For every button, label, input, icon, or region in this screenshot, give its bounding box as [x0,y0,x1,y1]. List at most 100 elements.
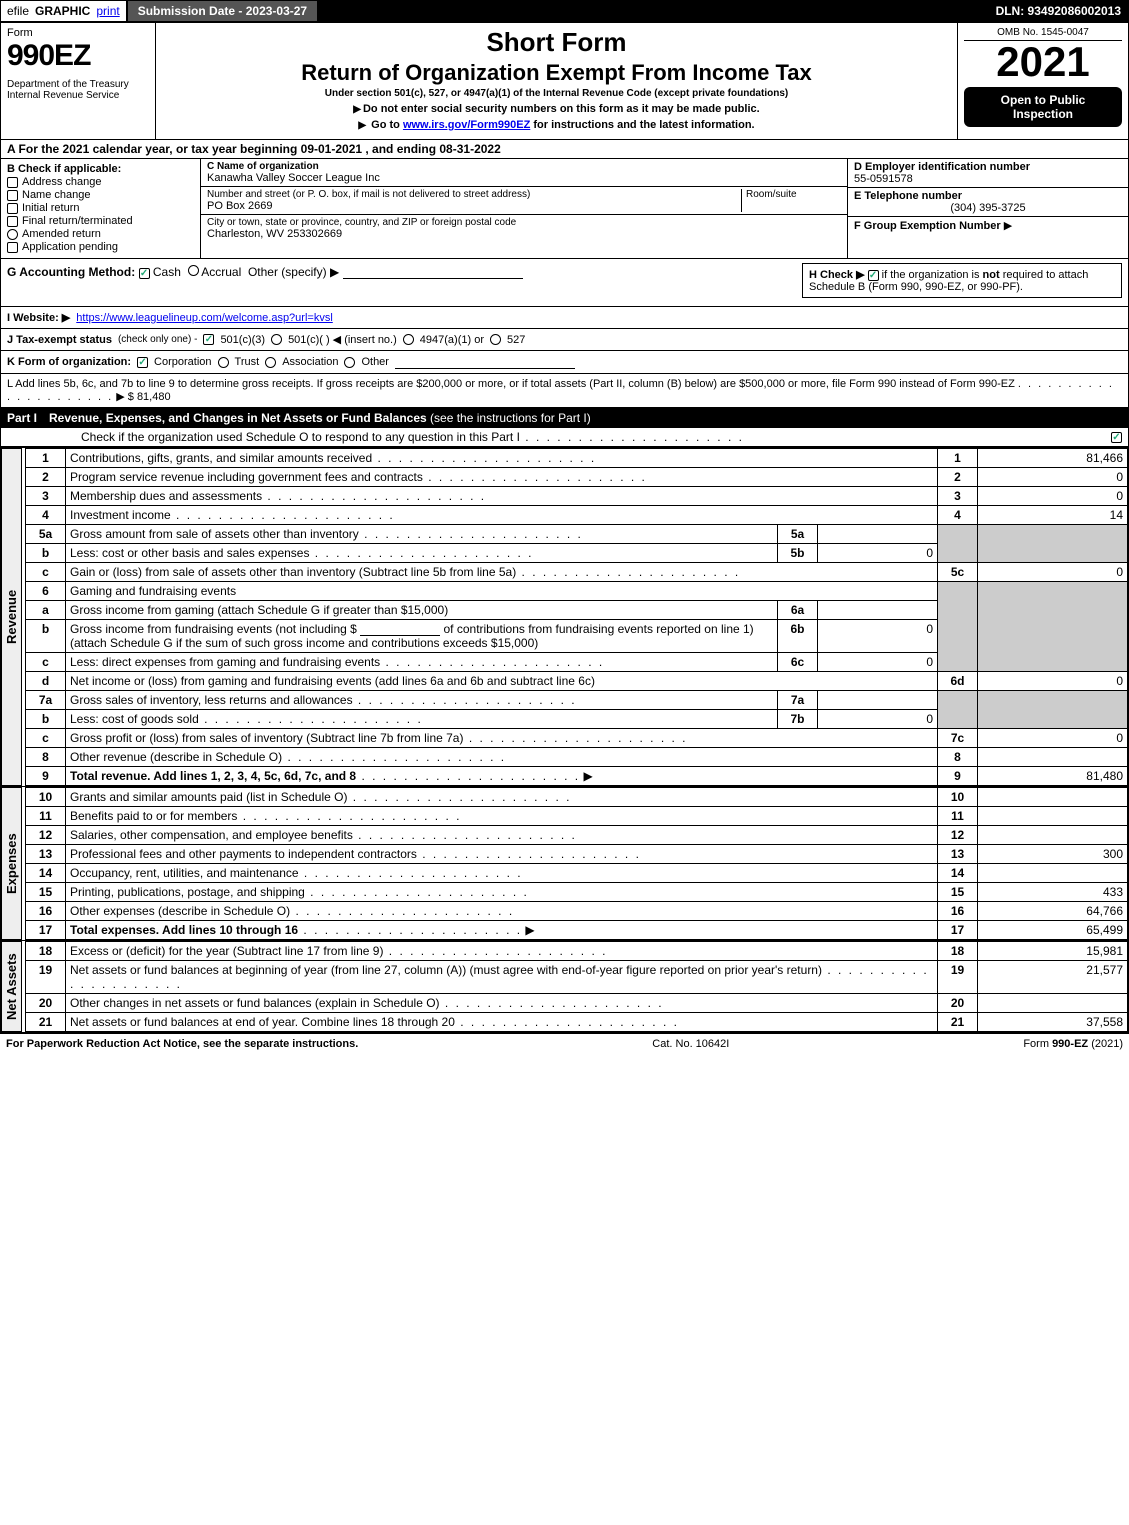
section-b: B Check if applicable: Address change Na… [1,159,201,258]
section-gh: H Check ▶ if the organization is not req… [1,258,1128,306]
submission-date: Submission Date - 2023-03-27 [127,0,318,22]
chk-final-return[interactable]: Final return/terminated [7,215,194,227]
part-1-checkline: Check if the organization used Schedule … [1,428,1128,447]
section-f: F Group Exemption Number ▶ [848,217,1128,234]
chk-other-org[interactable] [344,357,355,368]
expenses-vlabel: Expenses [1,787,22,940]
line-21: 21Net assets or fund balances at end of … [26,1013,1128,1032]
chk-4947[interactable] [403,334,414,345]
chk-address-change[interactable]: Address change [7,176,194,188]
org-name-row: C Name of organization Kanawha Valley So… [201,159,847,187]
arrow-icon: ▶ [1004,220,1012,232]
goto-instruction: Go to www.irs.gov/Form990EZ for instruct… [162,119,951,131]
chk-label: Name change [22,189,91,201]
short-form-title: Short Form [162,27,951,58]
line-15: 15Printing, publications, postage, and s… [26,883,1128,902]
part-1-check-text: Check if the organization used Schedule … [81,430,744,444]
footer-right: Form 990-EZ (2021) [1023,1038,1123,1050]
chk-501c3[interactable] [203,334,214,345]
phone-label: E Telephone number [854,190,1122,202]
chk-schedule-o[interactable] [1111,432,1122,443]
section-bcdef: B Check if applicable: Address change Na… [1,158,1128,258]
chk-trust[interactable] [218,357,229,368]
h-not: not [983,269,1000,281]
revenue-vlabel: Revenue [1,448,22,786]
dln-label: DLN: 93492086002013 [988,0,1129,22]
part-1-title: Revenue, Expenses, and Changes in Net As… [49,411,427,425]
j-label: J Tax-exempt status [7,334,112,346]
netassets-table: 18Excess or (deficit) for the year (Subt… [25,941,1128,1032]
chk-label: Initial return [22,202,79,214]
chk-527[interactable] [490,334,501,345]
irs-link[interactable]: www.irs.gov/Form990EZ [403,119,530,131]
efile-label: efile [7,4,29,18]
line-12: 12Salaries, other compensation, and empl… [26,826,1128,845]
line-7a: 7aGross sales of inventory, less returns… [26,691,1128,710]
street-row: Number and street (or P. O. box, if mail… [201,187,847,215]
chk-cash[interactable] [139,268,150,279]
chk-label: Final return/terminated [22,215,133,227]
dept-label: Department of the Treasury Internal Reve… [7,79,149,101]
line-3: 3Membership dues and assessments30 [26,487,1128,506]
line-4: 4Investment income414 [26,506,1128,525]
chk-schedule-b[interactable] [868,270,879,281]
revenue-table: 1Contributions, gifts, grants, and simil… [25,448,1128,786]
trust-label: Trust [235,356,260,368]
line-6d: dNet income or (loss) from gaming and fu… [26,672,1128,691]
section-h: H Check ▶ if the organization is not req… [802,263,1122,298]
chk-501c[interactable] [271,334,282,345]
line-8: 8Other revenue (describe in Schedule O)8 [26,748,1128,767]
section-e: E Telephone number (304) 395-3725 [848,188,1128,217]
room-label: Room/suite [746,189,841,200]
other-org-line [395,355,575,369]
print-link[interactable]: print [96,4,119,18]
chk-corporation[interactable] [137,357,148,368]
ssn-warning-text: Do not enter social security numbers on … [363,103,760,115]
line-5c: cGain or (loss) from sale of assets othe… [26,563,1128,582]
name-label: C Name of organization [207,161,841,172]
page-footer: For Paperwork Reduction Act Notice, see … [0,1033,1129,1054]
city-row: City or town, state or province, country… [201,215,847,242]
topbar-spacer [318,0,987,22]
section-def: D Employer identification number 55-0591… [848,159,1128,258]
chk-amended-return[interactable]: Amended return [7,228,194,240]
chk-accrual[interactable] [188,265,199,276]
ssn-warning: Do not enter social security numbers on … [162,103,951,115]
revenue-section: Revenue 1Contributions, gifts, grants, a… [1,447,1128,786]
open-public-badge: Open to Public Inspection [964,87,1122,127]
section-c: C Name of organization Kanawha Valley So… [201,159,848,258]
527-label: 527 [507,334,525,346]
sec-b-label: B Check if applicable: [7,163,194,175]
line-9: 9Total revenue. Add lines 1, 2, 3, 4, 5c… [26,767,1128,786]
footer-right-post: (2021) [1091,1038,1123,1050]
header-right: OMB No. 1545-0047 2021 Open to Public In… [958,23,1128,139]
h-pre: H Check ▶ [809,269,868,281]
ein-label: D Employer identification number [854,161,1122,173]
group-exempt-label: F Group Exemption Number [854,220,1001,232]
chk-name-change[interactable]: Name change [7,189,194,201]
l-text: L Add lines 5b, 6c, and 7b to line 9 to … [7,378,1015,390]
street-label: Number and street (or P. O. box, if mail… [207,189,741,200]
chk-application-pending[interactable]: Application pending [7,241,194,253]
part-1-label: Part I [7,411,37,425]
line-20: 20Other changes in net assets or fund ba… [26,994,1128,1013]
return-title: Return of Organization Exempt From Incom… [162,60,951,86]
chk-label: Address change [22,176,102,188]
line-5a: 5aGross amount from sale of assets other… [26,525,1128,544]
website-link[interactable]: https://www.leaguelineup.com/welcome.asp… [76,312,333,324]
chk-association[interactable] [265,357,276,368]
line-16: 16Other expenses (describe in Schedule O… [26,902,1128,921]
k-label: K Form of organization: [7,356,131,368]
footer-left: For Paperwork Reduction Act Notice, see … [6,1038,358,1050]
expenses-table: 10Grants and similar amounts paid (list … [25,787,1128,940]
netassets-section: Net Assets 18Excess or (deficit) for the… [1,940,1128,1032]
other-specify-line [343,265,523,279]
line-11: 11Benefits paid to or for members11 [26,807,1128,826]
section-a: A For the 2021 calendar year, or tax yea… [1,139,1128,158]
l-amount: ▶ $ 81,480 [116,391,170,403]
chk-initial-return[interactable]: Initial return [7,202,194,214]
city-label: City or town, state or province, country… [207,217,841,228]
other-org-label: Other [361,356,389,368]
city-value: Charleston, WV 25330266­9 [207,228,841,240]
footer-right-pre: Form [1023,1038,1052,1050]
